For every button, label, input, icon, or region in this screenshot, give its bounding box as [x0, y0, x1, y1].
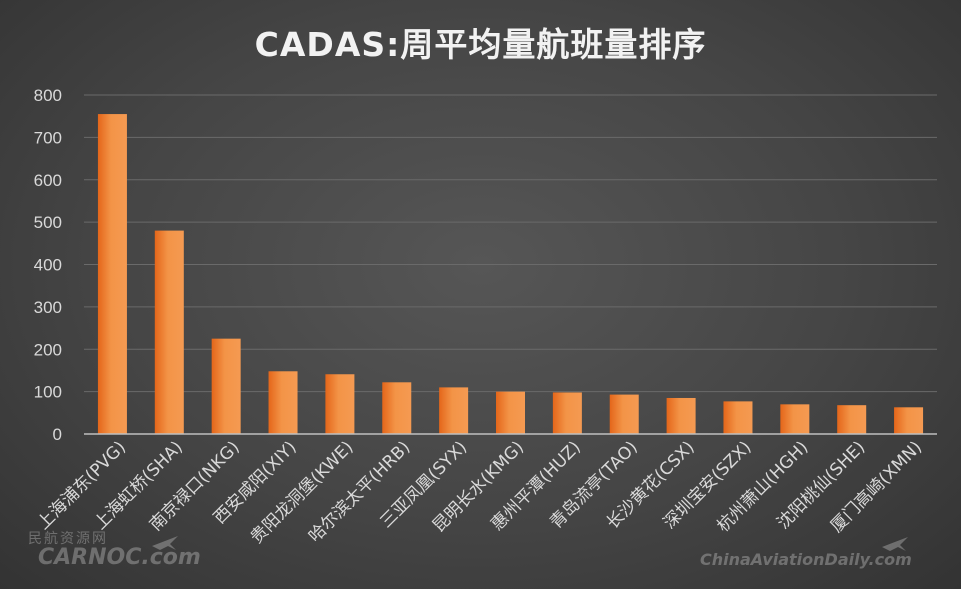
watermark-carnoc: CARNOC.com	[38, 545, 201, 570]
y-tick-label: 700	[34, 128, 62, 147]
x-tick-label: 贵阳龙洞堡(KWE)	[247, 437, 358, 548]
y-tick-label: 600	[34, 171, 62, 190]
bar	[666, 397, 696, 434]
plane-icon	[152, 536, 178, 550]
y-tick-label: 300	[34, 298, 62, 317]
y-tick-label: 200	[34, 340, 62, 359]
bar	[552, 392, 582, 434]
bar	[211, 338, 241, 434]
y-tick-label: 500	[34, 213, 62, 232]
bar	[496, 391, 525, 434]
y-tick-label: 100	[34, 383, 62, 402]
watermark-chinaaviationdaily: ChinaAviationDaily.com	[700, 550, 912, 569]
plane-icon	[882, 537, 908, 551]
bar	[154, 230, 184, 434]
bar	[439, 387, 469, 434]
y-tick-label: 400	[34, 256, 62, 275]
bar	[609, 394, 639, 434]
chart-title: CADAS:周平均量航班量排序	[254, 25, 707, 64]
bar	[837, 405, 867, 434]
bar	[268, 371, 298, 434]
watermark-carnoc-cn: 民航资源网	[28, 531, 108, 547]
bars	[97, 114, 924, 434]
bar	[780, 404, 810, 434]
bar	[97, 114, 127, 434]
x-tick-label: 哈尔滨太平(HRB)	[305, 437, 414, 546]
y-tick-label: 800	[34, 86, 62, 105]
bar	[325, 374, 355, 434]
bar	[723, 401, 753, 434]
y-tick-label: 0	[53, 425, 62, 444]
bar	[894, 407, 924, 434]
bar	[382, 382, 412, 434]
